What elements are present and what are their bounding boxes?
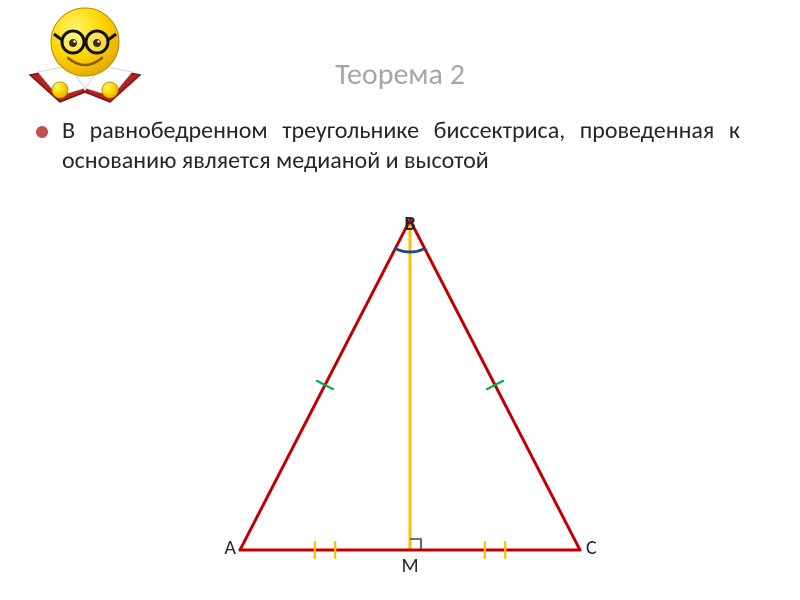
smiley-reading-icon [10, 0, 160, 120]
svg-text:M: M [401, 554, 418, 578]
triangle-diagram: A B C M [220, 210, 600, 580]
svg-text:A: A [224, 536, 236, 560]
list-bullet [36, 126, 48, 138]
theorem-text: В равнобедренном треугольнике биссектрис… [62, 116, 740, 176]
svg-text:C: C [586, 536, 597, 560]
svg-text:B: B [404, 212, 415, 236]
